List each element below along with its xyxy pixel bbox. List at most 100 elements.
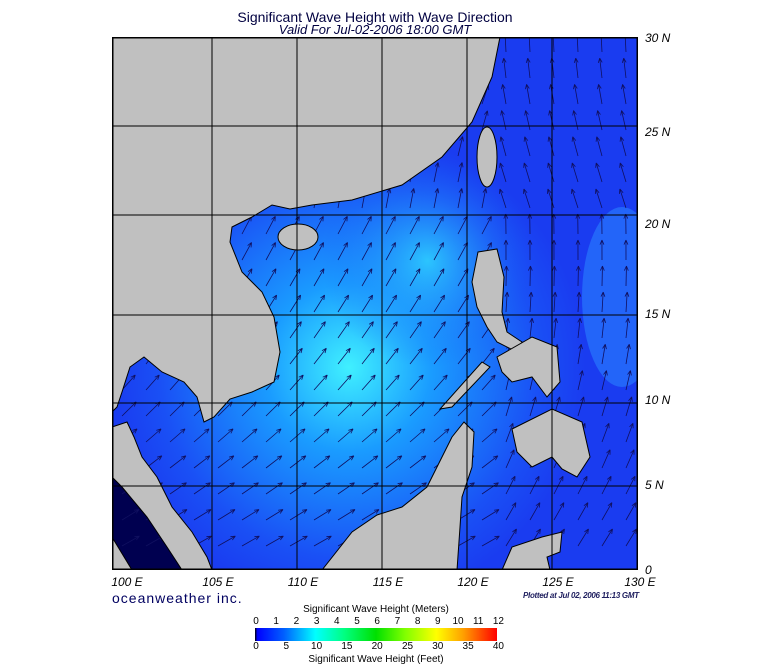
wave-arrow (572, 110, 579, 131)
wave-arrow (625, 370, 632, 391)
meters-tick: 11 (472, 616, 484, 627)
meters-tick: 3 (313, 616, 320, 627)
wave-arrow (501, 57, 507, 79)
wave-arrow (577, 528, 589, 547)
lon-label: 125 E (542, 575, 574, 589)
wave-arrow (577, 344, 583, 365)
wave-arrow (409, 455, 427, 469)
wave-arrow (457, 162, 464, 183)
sumatra (112, 536, 133, 570)
wave-arrow (361, 455, 379, 469)
wave-arrow (503, 239, 509, 261)
wave-arrow (385, 268, 397, 287)
wave-arrow (265, 268, 277, 287)
wave-arrow (169, 455, 187, 469)
meters-tick: 5 (354, 616, 360, 627)
wave-arrow (289, 509, 308, 521)
wave-arrow (529, 502, 541, 521)
wave-arrow (577, 502, 589, 521)
wave-arrow (601, 396, 609, 417)
feet-tick: 30 (432, 641, 444, 652)
wave-arrow (265, 242, 276, 261)
wave-arrow (601, 475, 612, 495)
feet-tick: 35 (462, 641, 474, 652)
lat-label: 10 N (645, 393, 671, 407)
wave-arrow (619, 162, 627, 183)
wave-arrow (571, 188, 579, 209)
wave-arrow (337, 347, 351, 365)
meters-tick: 9 (435, 616, 441, 627)
meters-tick: 10 (452, 616, 464, 627)
wave-arrow (193, 455, 211, 469)
wave-arrow (409, 347, 423, 365)
meters-tick: 1 (273, 616, 279, 627)
brand-logo: oceanweather inc. (112, 590, 243, 606)
wave-arrow (505, 475, 516, 495)
feet-tick: 25 (401, 641, 414, 652)
wave-arrow (409, 242, 420, 261)
wave-arrow (577, 475, 588, 495)
lat-label: 0 (645, 563, 652, 577)
lon-label: 130 E (624, 575, 656, 589)
wave-arrow (547, 188, 555, 209)
meters-tick: 8 (414, 616, 421, 627)
colorbar (255, 628, 497, 641)
wave-arrow (433, 428, 450, 443)
wave-arrow (547, 136, 555, 157)
lon-label: 105 E (202, 575, 234, 589)
wave-arrow (525, 84, 531, 105)
wave-arrow (385, 428, 402, 443)
wave-arrow (169, 428, 186, 443)
lat-label: 5 N (645, 478, 664, 492)
wave-arrow (361, 374, 376, 391)
wave-arrow (505, 422, 514, 443)
wave-arrow (499, 136, 507, 157)
wave-arrow (313, 455, 331, 469)
wave-arrow (265, 428, 282, 443)
wave-arrow (595, 136, 603, 157)
wave-arrow (596, 110, 603, 131)
wave-arrow (337, 294, 350, 313)
wave-arrow (505, 396, 513, 417)
wave-arrow (625, 344, 631, 365)
wave-arrow (547, 162, 555, 183)
wave-arrow (553, 475, 564, 495)
wave-arrow (600, 37, 603, 53)
wave-arrow (337, 268, 349, 287)
wave-arrow (217, 455, 235, 469)
wave-arrow (361, 321, 374, 339)
wave-arrow (241, 455, 259, 469)
wave-arrow (619, 136, 627, 157)
wave-arrow (481, 188, 488, 209)
chart-title: Significant Wave Height with Wave Direct… (237, 9, 513, 25)
wave-arrow (505, 449, 515, 469)
wave-arrow (289, 455, 307, 469)
wave-arrow (433, 321, 446, 339)
wave-arrow (504, 291, 510, 313)
wave-arrow (313, 374, 328, 391)
wave-arrow (552, 291, 558, 313)
wave-arrow (625, 396, 633, 417)
wave-arrow (433, 294, 446, 313)
wave-arrow (529, 317, 534, 339)
wave-arrow (145, 428, 162, 443)
mainland-asia (112, 37, 501, 423)
wave-arrow (121, 535, 140, 547)
wave-arrow (433, 268, 445, 287)
wave-arrow (361, 216, 372, 235)
wave-arrow (337, 428, 354, 443)
wave-arrow (528, 291, 534, 313)
wave-arrow (265, 216, 276, 235)
wave-arrow (481, 428, 498, 443)
wave-arrow (265, 509, 284, 521)
land (112, 37, 591, 570)
wave-arrow (524, 110, 531, 131)
wave-arrow (265, 535, 284, 547)
malay-peninsula (112, 421, 213, 570)
wave-arrow (595, 162, 603, 183)
wave-arrow (385, 294, 398, 313)
wave-arrow (601, 344, 607, 365)
wave-arrow (313, 321, 326, 339)
wave-arrow (571, 136, 579, 157)
wave-arrow (289, 321, 302, 339)
